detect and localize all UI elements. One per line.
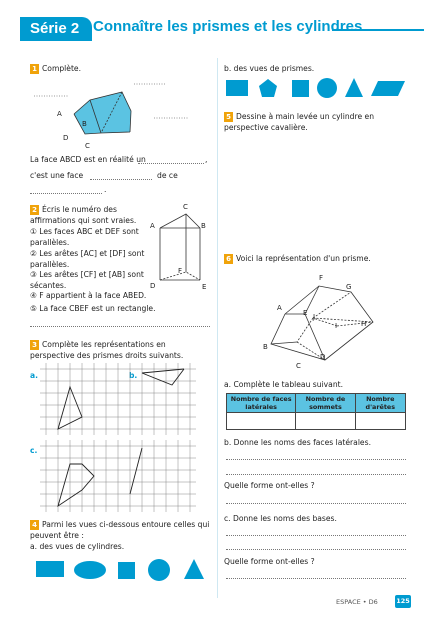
- square-view[interactable]: [292, 80, 309, 97]
- circle-view[interactable]: [317, 78, 337, 98]
- exercise-number-badge: 5: [224, 112, 233, 122]
- ex2-item-3: ③ Les arêtes [CF] et [AB] sont sécantes.: [30, 270, 148, 291]
- answer-line[interactable]: [30, 326, 210, 327]
- vertex-label: I: [335, 322, 337, 330]
- table-cell-input[interactable]: [355, 413, 405, 430]
- exercise-1-heading: 1 Complète.: [30, 64, 81, 75]
- header-rule: [332, 29, 424, 31]
- vertex-label: A: [57, 110, 62, 118]
- vertex-label: J: [313, 313, 315, 321]
- edge-c: [130, 448, 142, 494]
- table-header: Nombre de sommets: [296, 394, 355, 413]
- ex2-item-4: ④ F appartient à la face ABED.: [30, 291, 180, 302]
- table-cell-input[interactable]: [227, 413, 296, 430]
- answer-line[interactable]: [138, 163, 204, 164]
- answer-line[interactable]: [226, 549, 406, 550]
- ex4-a-text: a. des vues de cylindres.: [30, 542, 124, 551]
- ex1-text: La face ABCD est en réalité un: [30, 155, 146, 164]
- table-header: Nombre de faces latérales: [227, 394, 296, 413]
- column-separator: [217, 58, 218, 598]
- exercise-1-label: Complète.: [42, 64, 81, 73]
- punct: .: [104, 185, 106, 196]
- exercise-5: 5 Dessine à main levée un cylindre en per…: [224, 112, 414, 133]
- circle-view[interactable]: [148, 559, 170, 581]
- ex6-intro-text: Voici la représentation d'un prisme.: [236, 254, 371, 263]
- grid-ab[interactable]: [40, 363, 196, 435]
- exercise-number-badge: 1: [30, 64, 39, 74]
- serie-tab: Série 2: [20, 17, 92, 41]
- ex3-label-a: a.: [30, 371, 38, 382]
- vertex-label: E: [303, 309, 307, 317]
- table-header: Nombre d'arêtes: [355, 394, 405, 413]
- drawing-area[interactable]: [224, 138, 414, 248]
- exercise-number-badge: 2: [30, 205, 39, 215]
- answer-line[interactable]: [226, 535, 406, 536]
- exercise-number-badge: 4: [30, 520, 39, 530]
- exercise-number-badge: 6: [224, 254, 233, 264]
- page-title: Connaître les prismes et les cylindres: [93, 18, 362, 35]
- vertex-label: B: [263, 343, 268, 351]
- vertex-label: D: [63, 134, 68, 142]
- grid-c[interactable]: [40, 440, 196, 512]
- ex2-item-5: ⑤ La face CBEF est un rectangle.: [30, 304, 180, 315]
- rectangle-view[interactable]: [226, 80, 248, 96]
- vertex-label: G: [346, 283, 351, 291]
- vertex-label: F: [178, 267, 182, 275]
- vertex-label: D: [320, 353, 325, 361]
- vertex-label: C: [296, 362, 301, 370]
- punct: ,: [205, 155, 207, 166]
- ex6-part-b: b. Donne les noms des faces latérales.: [224, 438, 371, 449]
- exercise-6-intro: 6 Voici la représentation d'un prisme.: [224, 254, 371, 265]
- answer-line[interactable]: [226, 578, 406, 579]
- ex3-label-c: c.: [30, 446, 37, 457]
- page-number: 125: [395, 595, 411, 608]
- ex1-prism-figure: [30, 74, 200, 154]
- answer-line[interactable]: [30, 193, 102, 194]
- vertex-label: E: [202, 283, 206, 291]
- exercise-number-badge: 3: [30, 340, 39, 350]
- footer-section: ESPACE • D6: [336, 598, 378, 606]
- vertex-label: C: [85, 142, 90, 150]
- vertex-label: B: [82, 120, 87, 128]
- vertex-label: D: [150, 282, 155, 290]
- ex2-intro-text: Écris le numéro des affirmations qui son…: [30, 205, 136, 225]
- table-cell-input[interactable]: [296, 413, 355, 430]
- triangle-view[interactable]: [344, 77, 364, 98]
- answer-line[interactable]: [226, 503, 406, 504]
- vertex-label: C: [183, 203, 188, 211]
- ex6-question-2: Quelle forme ont-elles ?: [224, 557, 315, 568]
- answer-line[interactable]: [226, 474, 406, 475]
- ex1-text: de ce: [157, 171, 178, 182]
- ex3-intro-text: Complète les représentations en perspect…: [30, 340, 183, 360]
- exercise-3-intro: 3 Complète les représentations en perspec…: [30, 340, 212, 361]
- rectangle-view[interactable]: [36, 561, 64, 577]
- ex4-part-b: b. des vues de prismes.: [224, 64, 314, 75]
- parallelogram-view[interactable]: [370, 80, 406, 97]
- ex5-text: Dessine à main levée un cylindre en pers…: [224, 112, 374, 132]
- answer-line[interactable]: [90, 179, 152, 180]
- vertex-label: H: [361, 320, 366, 328]
- ex4-part-a: a. des vues de cylindres.: [30, 542, 124, 553]
- square-view[interactable]: [118, 562, 135, 579]
- vertex-label: A: [150, 222, 155, 230]
- ex2-item-2: ② Les arêtes [AC] et [DF] sont parallèle…: [30, 249, 148, 270]
- ex6-question-1: Quelle forme ont-elles ?: [224, 481, 315, 492]
- vertex-label: B: [201, 222, 206, 230]
- ex2-item-1: ① Les faces ABC et DEF sont parallèles.: [30, 227, 148, 248]
- ex6-part-a: a. Complète le tableau suivant.: [224, 380, 343, 391]
- triangle-view[interactable]: [183, 558, 205, 580]
- vertex-label: F: [319, 274, 323, 282]
- vertex-label: A: [277, 304, 282, 312]
- ex4-intro-text: Parmi les vues ci-dessous entoure celles…: [30, 520, 209, 540]
- pentagon-view[interactable]: [258, 78, 278, 98]
- ex6-table: Nombre de faces latérales Nombre de somm…: [226, 393, 406, 430]
- ex2-prism-figure: [150, 208, 210, 288]
- ellipse-view[interactable]: [74, 561, 106, 579]
- answer-line[interactable]: [226, 459, 406, 460]
- polygon-c: [58, 464, 94, 506]
- exercise-2-intro: 2 Écris le numéro des affirmations qui so…: [30, 205, 148, 226]
- ex1-text: c'est une face: [30, 171, 83, 182]
- ex6-part-c: c. Donne les noms des bases.: [224, 514, 337, 525]
- exercise-4-intro: 4 Parmi les vues ci-dessous entoure celle…: [30, 520, 212, 541]
